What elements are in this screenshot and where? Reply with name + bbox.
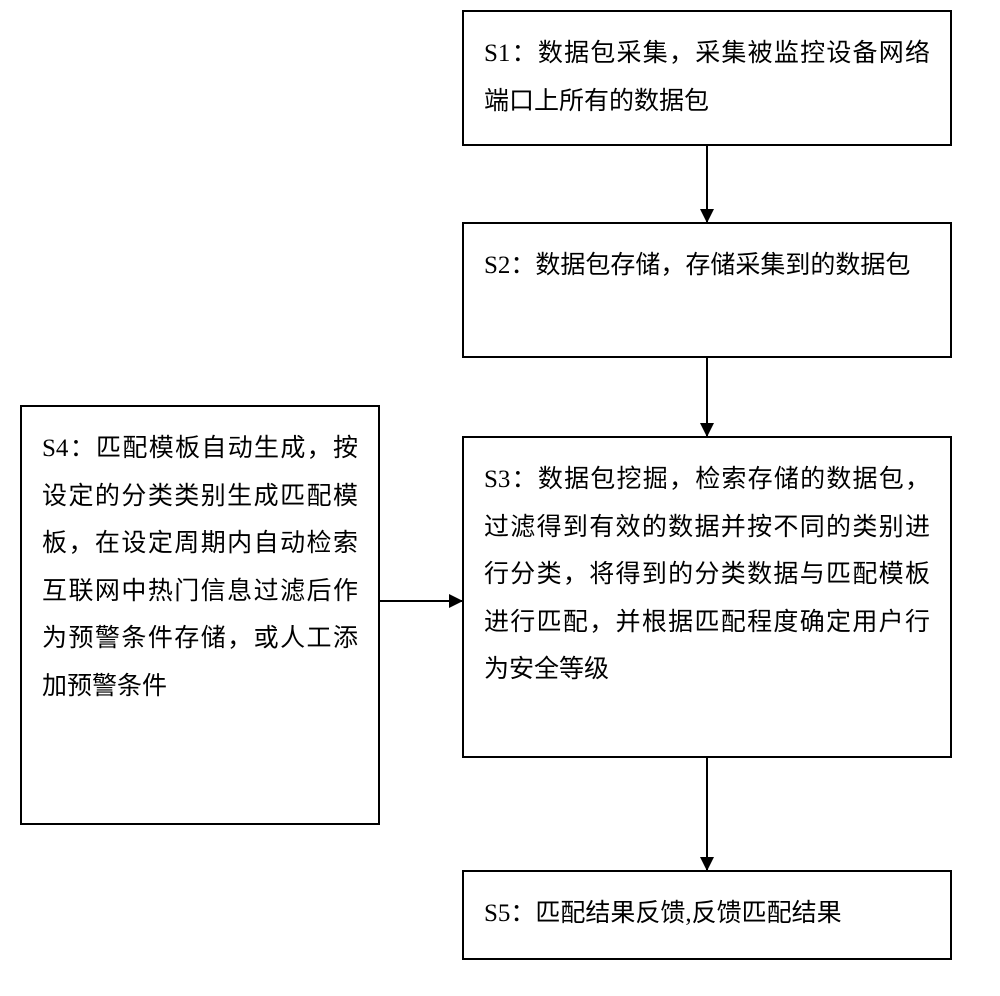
node-text: S5：匹配结果反馈,反馈匹配结果 (484, 900, 842, 927)
flow-node-s1: S1：数据包采集，采集被监控设备网络端口上所有的数据包 (462, 10, 952, 146)
edge-s2-s3 (706, 358, 708, 436)
edge-s3-s5 (706, 758, 708, 870)
flow-node-s5: S5：匹配结果反馈,反馈匹配结果 (462, 870, 952, 960)
flow-node-s4: S4：匹配模板自动生成，按设定的分类类别生成匹配模板，在设定周期内自动检索互联网… (20, 405, 380, 825)
flow-node-s2: S2：数据包存储，存储采集到的数据包 (462, 222, 952, 358)
flow-node-s3: S3：数据包挖掘，检索存储的数据包，过滤得到有效的数据并按不同的类别进行分类，将… (462, 436, 952, 758)
node-text: S4：匹配模板自动生成，按设定的分类类别生成匹配模板，在设定周期内自动检索互联网… (42, 435, 358, 700)
node-text: S2：数据包存储，存储采集到的数据包 (484, 252, 910, 279)
node-text: S1：数据包采集，采集被监控设备网络端口上所有的数据包 (484, 40, 930, 115)
node-text: S3：数据包挖掘，检索存储的数据包，过滤得到有效的数据并按不同的类别进行分类，将… (484, 466, 930, 683)
edge-s1-s2 (706, 146, 708, 222)
edge-s4-s3 (380, 600, 462, 602)
